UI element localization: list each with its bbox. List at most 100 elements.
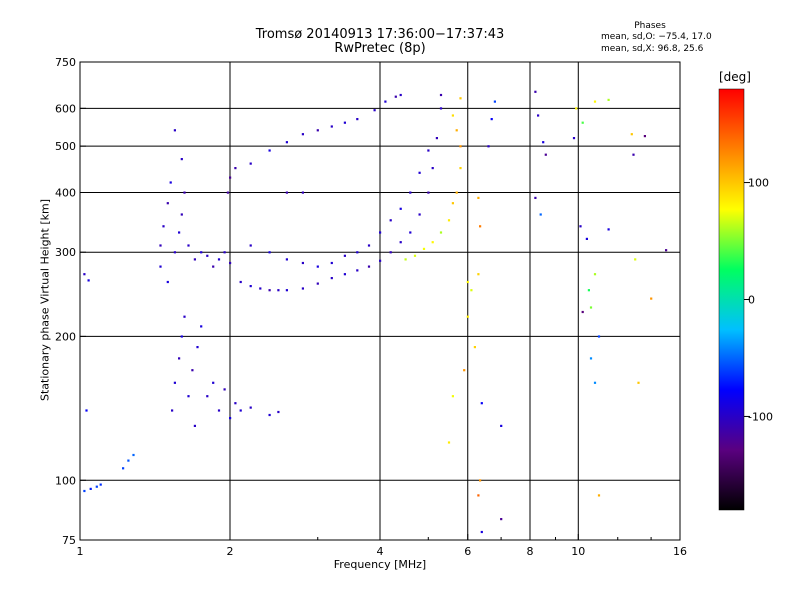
x-tick-label: 2 xyxy=(227,545,234,558)
colorbar-tick-label: 0 xyxy=(748,294,755,307)
data-point xyxy=(581,121,584,124)
data-point xyxy=(439,107,443,110)
data-point xyxy=(593,100,597,103)
chart-subtitle: RwPretec (8p) xyxy=(334,41,426,56)
data-point xyxy=(459,145,462,148)
data-point xyxy=(277,289,280,292)
y-tick-label: 500 xyxy=(55,140,76,153)
data-point xyxy=(343,121,346,124)
data-point xyxy=(487,145,490,148)
data-point xyxy=(83,489,86,493)
data-point xyxy=(301,261,304,265)
data-point xyxy=(422,247,426,250)
data-point xyxy=(173,381,176,384)
data-point xyxy=(249,406,252,409)
data-point xyxy=(249,244,252,247)
data-point xyxy=(87,279,90,282)
data-point xyxy=(285,191,288,194)
data-point xyxy=(630,133,633,136)
data-point xyxy=(95,485,98,488)
data-point xyxy=(455,129,458,132)
data-point xyxy=(459,97,462,100)
data-point xyxy=(394,95,397,98)
data-point xyxy=(451,395,454,398)
data-point xyxy=(200,251,203,254)
data-point xyxy=(665,249,668,252)
data-point xyxy=(451,202,454,205)
data-point xyxy=(183,315,186,318)
data-point xyxy=(356,269,359,272)
data-point xyxy=(500,518,503,521)
data-point xyxy=(268,413,271,417)
data-point xyxy=(451,114,454,117)
data-point xyxy=(83,273,86,276)
data-point xyxy=(217,258,221,261)
data-point xyxy=(239,280,242,284)
data-point xyxy=(572,137,576,140)
y-tick-label: 100 xyxy=(55,474,76,487)
y-tick-label: 750 xyxy=(55,56,76,69)
data-point xyxy=(301,133,304,136)
data-point xyxy=(477,273,480,276)
data-point xyxy=(439,231,443,234)
data-point xyxy=(399,241,402,244)
data-point xyxy=(500,424,503,427)
data-point xyxy=(301,191,304,194)
data-point xyxy=(480,530,483,534)
data-point xyxy=(206,254,209,257)
data-point xyxy=(285,258,288,261)
data-point xyxy=(470,289,473,292)
x-axis-label: Frequency [MHz] xyxy=(333,558,427,571)
data-point xyxy=(379,231,382,234)
data-point xyxy=(180,335,183,338)
data-point xyxy=(399,207,402,210)
data-point xyxy=(384,100,387,103)
data-point xyxy=(593,381,597,384)
data-point xyxy=(427,149,430,152)
data-point xyxy=(187,395,190,398)
data-point xyxy=(593,273,597,276)
data-point xyxy=(589,357,593,360)
data-point xyxy=(285,141,288,144)
data-point xyxy=(301,287,304,290)
data-point xyxy=(389,219,392,222)
data-point xyxy=(330,261,333,265)
data-point xyxy=(223,251,226,254)
data-point xyxy=(193,424,196,427)
data-point xyxy=(330,125,333,128)
y-axis-label: Stationary phase Virtual Height [km] xyxy=(38,198,52,402)
y-tick-label: 600 xyxy=(55,102,76,115)
data-point xyxy=(180,158,183,161)
data-point xyxy=(632,153,635,156)
data-point xyxy=(409,191,412,194)
data-point xyxy=(212,265,215,268)
data-point xyxy=(178,357,181,360)
x-tick-label: 10 xyxy=(571,545,585,558)
data-point xyxy=(159,265,162,268)
data-point xyxy=(356,251,359,254)
data-point xyxy=(534,196,537,199)
data-point xyxy=(193,258,196,261)
data-point xyxy=(178,231,181,234)
data-point xyxy=(435,137,438,140)
data-point xyxy=(249,162,252,165)
data-point xyxy=(399,93,402,97)
y-tick-label: 200 xyxy=(55,330,76,343)
data-point xyxy=(607,98,610,101)
data-point xyxy=(212,381,215,384)
data-point xyxy=(217,409,221,412)
data-point xyxy=(634,258,637,261)
data-point xyxy=(249,285,252,288)
y-tick-label: 75 xyxy=(62,534,76,547)
grid-lines xyxy=(80,62,680,540)
data-point xyxy=(490,118,493,121)
data-point xyxy=(389,251,392,254)
data-point xyxy=(229,176,232,179)
data-point xyxy=(268,251,271,254)
data-point xyxy=(183,191,186,194)
data-point xyxy=(226,191,229,194)
y-tick-label: 400 xyxy=(55,186,76,199)
data-point xyxy=(132,453,135,457)
data-point xyxy=(466,315,469,318)
data-point xyxy=(99,483,102,486)
